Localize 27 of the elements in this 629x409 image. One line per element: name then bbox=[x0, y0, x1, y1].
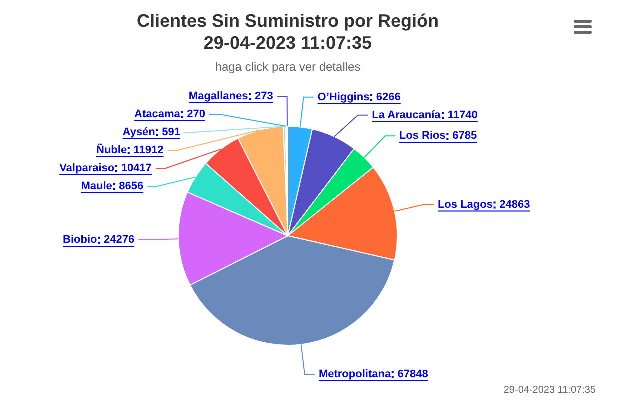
slice-label: Aysén bbox=[122, 126, 156, 139]
data-label: 24276 bbox=[104, 234, 135, 246]
data-label: 8656 bbox=[119, 180, 144, 193]
data-label: 270 bbox=[187, 108, 206, 121]
text: 29-04-2023 11:07:35 bbox=[504, 384, 596, 396]
data-label: 11740 bbox=[448, 109, 478, 122]
slice-label: Magallanes bbox=[188, 90, 248, 103]
slice-label: La Araucanía bbox=[372, 109, 442, 122]
data-label: 273 bbox=[254, 90, 274, 103]
slice-label: Metropolitana bbox=[318, 368, 392, 380]
slice-label: Atacama bbox=[134, 108, 182, 121]
slice-label: Ñuble bbox=[96, 144, 128, 157]
slice-label: Maule bbox=[81, 180, 112, 193]
data-label: 11912 bbox=[134, 144, 164, 157]
data-label: 6266 bbox=[376, 91, 401, 104]
slice-label: Biobio bbox=[63, 234, 98, 246]
data-label: 591 bbox=[162, 126, 180, 139]
data-label: 10417 bbox=[121, 162, 152, 175]
data-label: 6785 bbox=[452, 130, 478, 142]
chart-subtitle: haga click para ver detalles bbox=[214, 60, 362, 74]
slice-label: Los Rios bbox=[399, 130, 446, 142]
slice-label: O’Higgins bbox=[318, 91, 370, 104]
slice-label: Valparaiso bbox=[60, 162, 115, 175]
data-label: 67848 bbox=[398, 368, 428, 380]
data-label: 24863 bbox=[500, 198, 530, 211]
slice-label: Los Lagos bbox=[438, 198, 493, 211]
chart-title: Clientes Sin Suministro por Región 29-04-2023 11:07:35 bbox=[136, 10, 440, 54]
